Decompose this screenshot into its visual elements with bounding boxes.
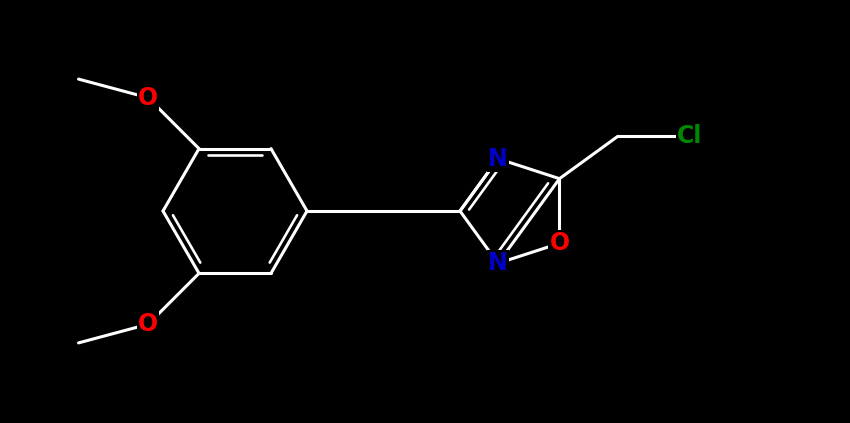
Text: O: O <box>138 312 158 336</box>
Text: N: N <box>488 251 508 275</box>
Text: O: O <box>549 231 570 255</box>
Text: N: N <box>488 147 508 171</box>
Text: Cl: Cl <box>677 124 702 148</box>
Text: O: O <box>138 86 158 110</box>
